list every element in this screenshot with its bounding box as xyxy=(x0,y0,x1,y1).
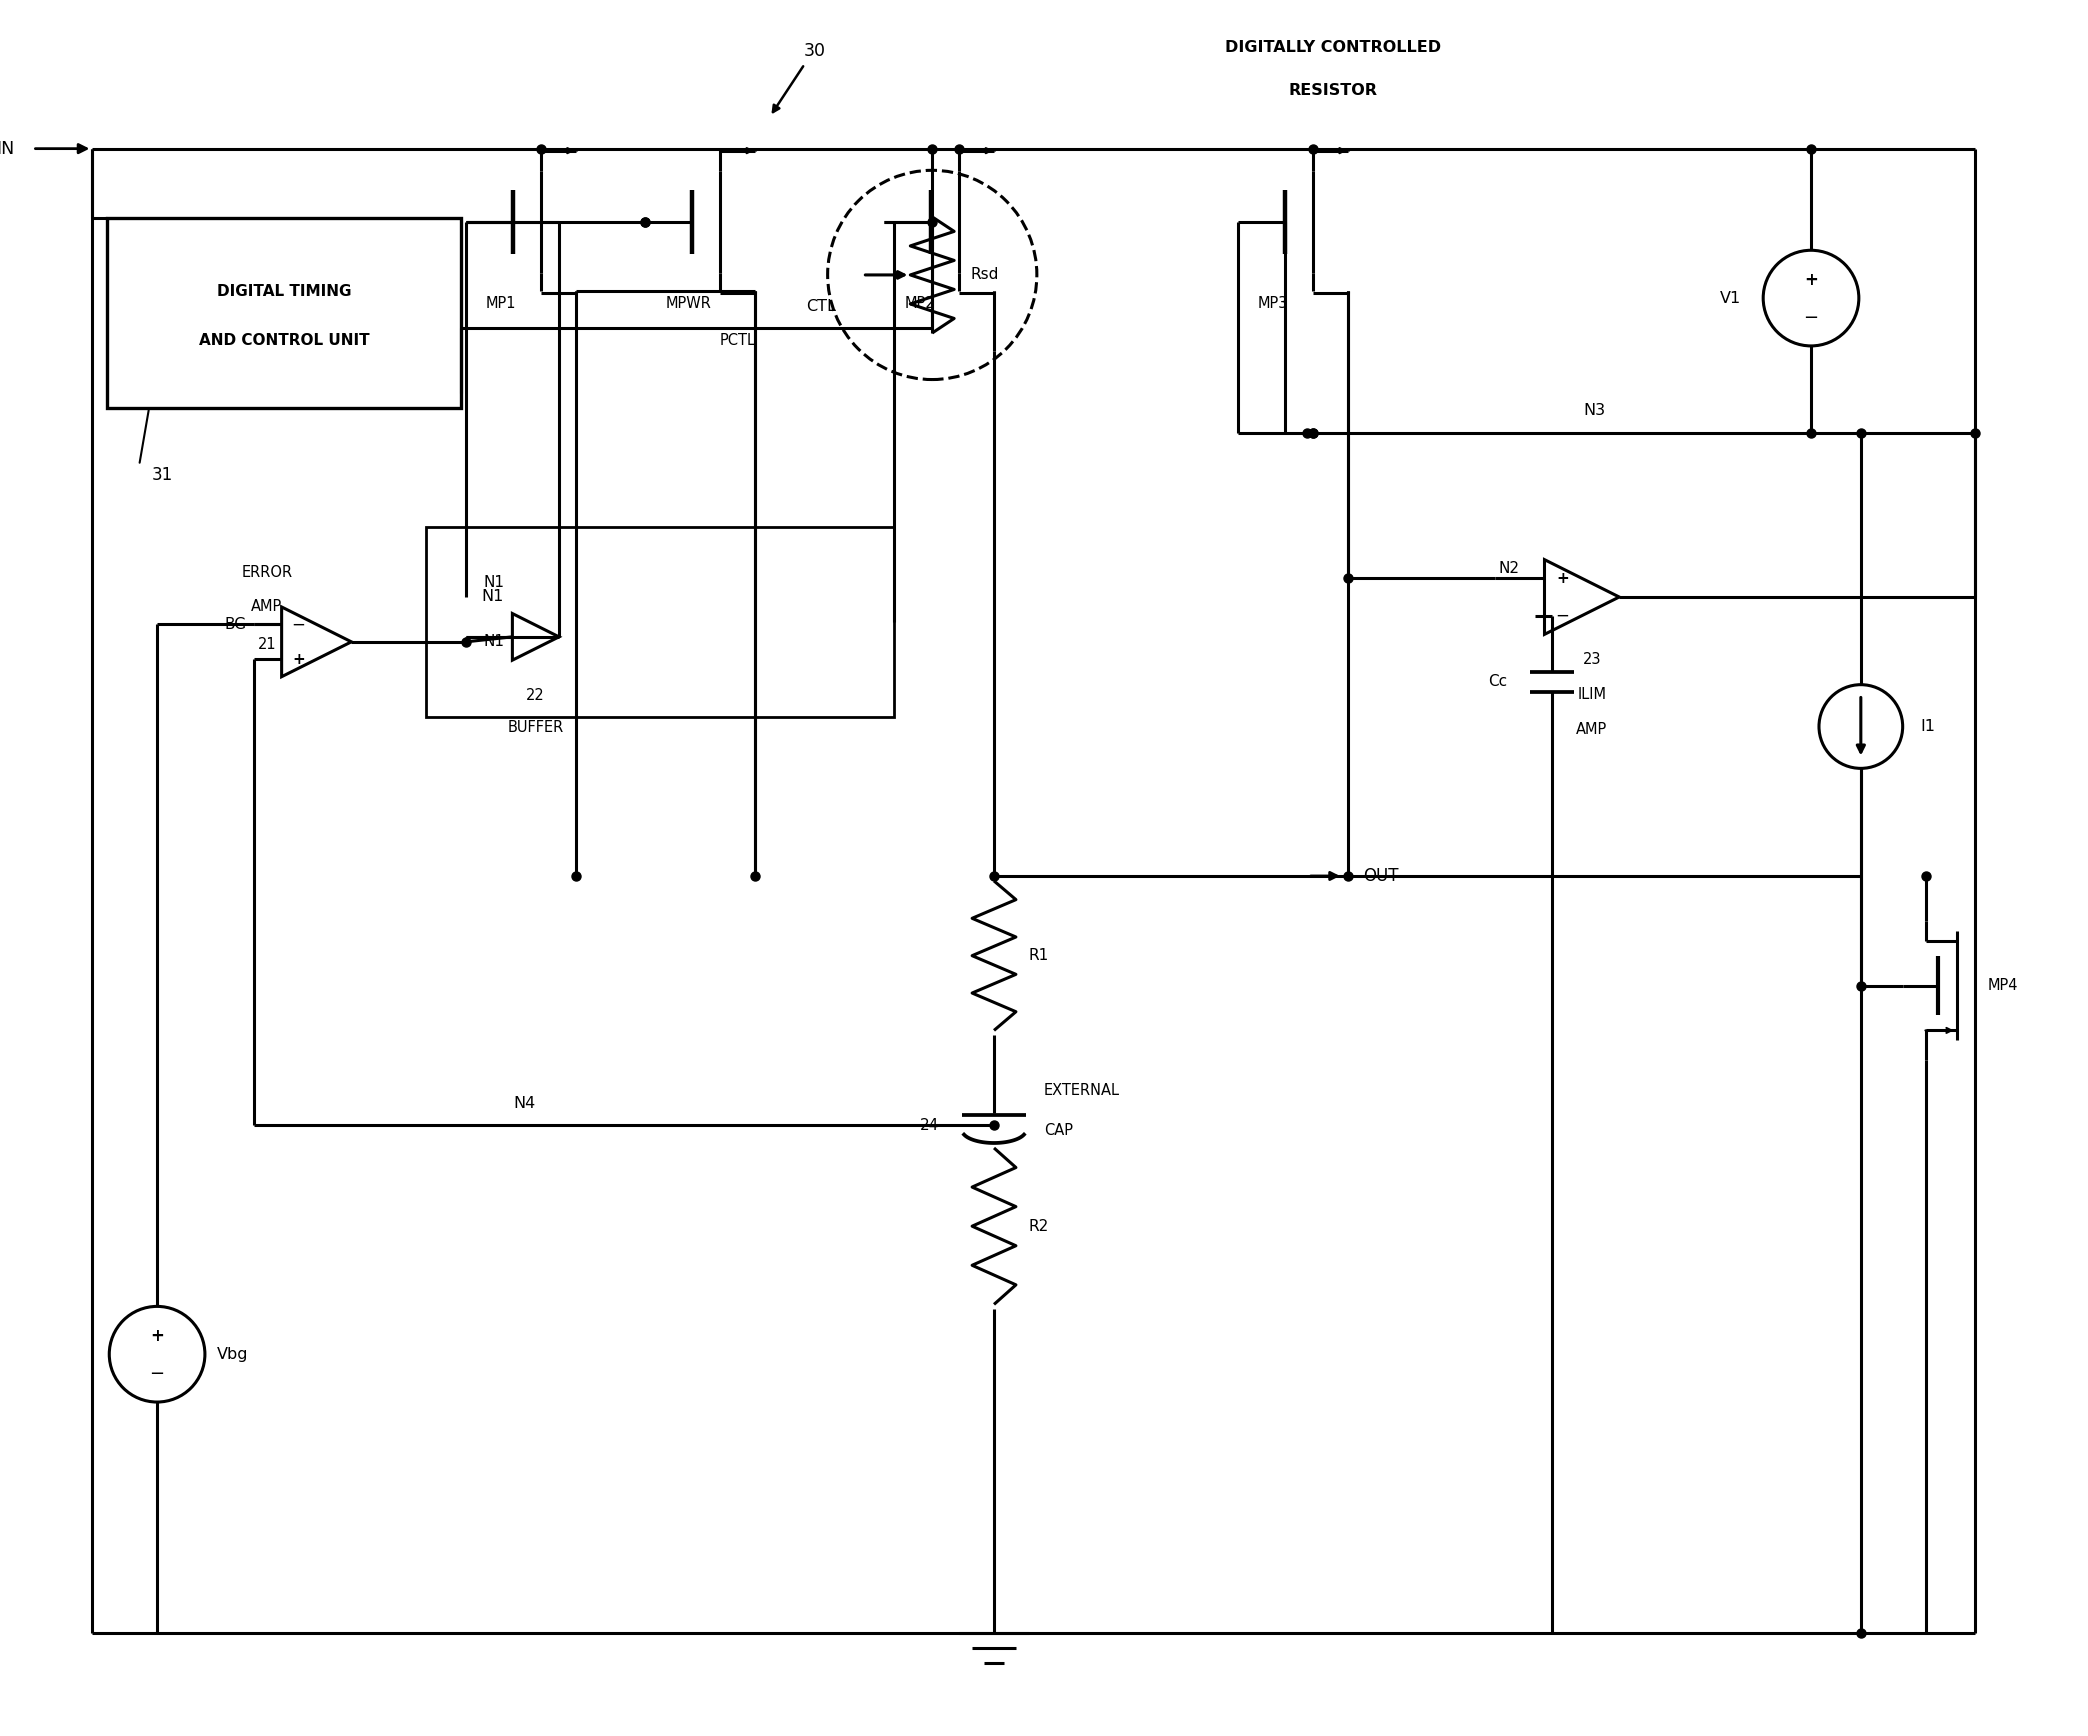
Text: ILIM: ILIM xyxy=(1576,687,1606,701)
Text: N1: N1 xyxy=(484,575,505,590)
Text: BUFFER: BUFFER xyxy=(507,720,564,736)
Text: N1: N1 xyxy=(484,634,505,649)
Bar xyxy=(106,219,461,408)
Text: MP1: MP1 xyxy=(487,295,516,311)
Text: +: + xyxy=(292,651,305,667)
Text: R1: R1 xyxy=(1029,948,1048,963)
Text: N4: N4 xyxy=(514,1095,535,1111)
Text: −: − xyxy=(292,615,305,634)
Text: 31: 31 xyxy=(152,467,173,484)
Text: Cc: Cc xyxy=(1489,674,1508,689)
Text: CTL: CTL xyxy=(806,299,837,314)
Text: +: + xyxy=(150,1328,165,1345)
Text: MP2: MP2 xyxy=(904,295,935,311)
Text: N1: N1 xyxy=(480,590,503,604)
Text: N3: N3 xyxy=(1583,403,1606,418)
Text: MP3: MP3 xyxy=(1259,295,1288,311)
Text: OUT: OUT xyxy=(1363,866,1399,885)
Text: AMP: AMP xyxy=(1576,722,1608,736)
Text: BG: BG xyxy=(226,616,246,632)
Text: 22: 22 xyxy=(526,687,545,703)
Text: −: − xyxy=(1556,606,1570,625)
Text: V1: V1 xyxy=(1721,290,1741,306)
Text: ERROR: ERROR xyxy=(240,564,292,580)
Bar xyxy=(426,528,894,717)
Text: IN: IN xyxy=(0,139,15,158)
Text: 21: 21 xyxy=(257,637,276,653)
Text: Rsd: Rsd xyxy=(971,267,998,283)
Text: N2: N2 xyxy=(1499,561,1520,576)
Text: EXTERNAL: EXTERNAL xyxy=(1044,1083,1119,1097)
Text: PCTL: PCTL xyxy=(720,333,756,349)
Text: AMP: AMP xyxy=(251,599,282,615)
Text: DIGITAL TIMING: DIGITAL TIMING xyxy=(217,283,351,299)
Text: DIGITALLY CONTROLLED: DIGITALLY CONTROLLED xyxy=(1226,40,1441,54)
Text: AND CONTROL UNIT: AND CONTROL UNIT xyxy=(198,333,370,349)
Text: +: + xyxy=(1804,271,1819,290)
Text: 30: 30 xyxy=(804,42,825,61)
Text: +: + xyxy=(1556,571,1568,585)
Text: I1: I1 xyxy=(1921,719,1936,734)
Text: 23: 23 xyxy=(1583,651,1601,667)
Text: MP4: MP4 xyxy=(1988,977,2017,993)
Text: CAP: CAP xyxy=(1044,1123,1073,1137)
Text: MPWR: MPWR xyxy=(666,295,712,311)
Text: −: − xyxy=(150,1364,165,1384)
Text: −: − xyxy=(1804,309,1819,326)
Text: R2: R2 xyxy=(1029,1219,1048,1234)
Text: Vbg: Vbg xyxy=(217,1347,248,1361)
Text: 24: 24 xyxy=(921,1118,940,1132)
Text: RESISTOR: RESISTOR xyxy=(1288,83,1378,99)
